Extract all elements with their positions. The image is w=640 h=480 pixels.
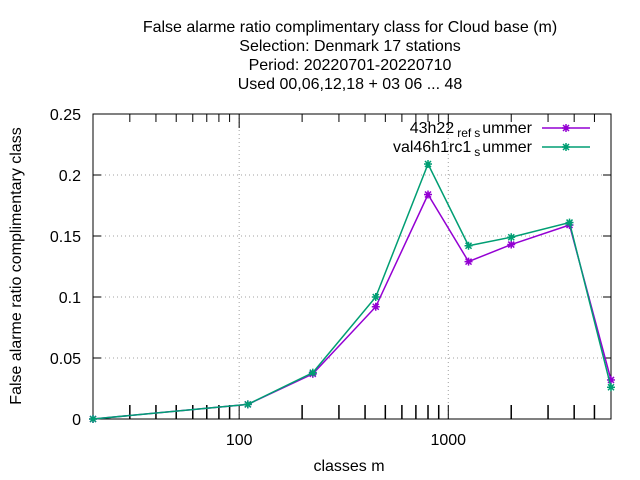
x-tick-label: 1000 xyxy=(430,432,466,449)
data-point xyxy=(371,293,380,301)
series-line xyxy=(92,162,612,420)
legend-label: 43h22 ref s ummer xyxy=(410,120,533,140)
data-point xyxy=(562,143,570,151)
data-point xyxy=(308,368,317,377)
title-line-3: Period: 20220701-20220710 xyxy=(248,57,452,74)
data-point xyxy=(464,257,473,266)
y-axis-label: False alarme ratio complimentary class xyxy=(8,127,25,404)
title-line-2: Selection: Denmark 17 stations xyxy=(239,38,461,55)
data-point xyxy=(607,383,615,392)
series-2 xyxy=(89,160,615,423)
y-tick-label: 0.05 xyxy=(50,351,81,368)
y-tick-label: 0.25 xyxy=(50,107,81,124)
data-point xyxy=(424,190,433,199)
title-line-1: False alarme ratio complimentary class f… xyxy=(142,19,558,36)
data-point xyxy=(507,240,516,249)
legend-key xyxy=(542,143,590,151)
data-point xyxy=(562,124,570,132)
legend-label: val46h1rc1 s ummer xyxy=(393,139,533,159)
data-point xyxy=(565,218,574,227)
legend-key xyxy=(542,124,590,132)
y-tick-label: 0.15 xyxy=(50,229,81,246)
plot-frame xyxy=(92,113,612,420)
grid-lines xyxy=(93,114,611,419)
data-point xyxy=(371,302,380,311)
y-tick-label: 0 xyxy=(72,412,81,429)
series-line xyxy=(92,192,612,420)
data-point xyxy=(464,241,473,250)
x-axis-label: classes m xyxy=(313,458,384,475)
axes: 0 0.05 0.1 0.15 0.2 0.25 100 1000 xyxy=(50,107,612,449)
x-tick-label: 100 xyxy=(226,432,253,449)
series-1 xyxy=(89,190,615,423)
data-point xyxy=(89,415,97,423)
y-tick-label: 0.2 xyxy=(59,168,81,185)
data-point xyxy=(243,400,252,409)
data-point xyxy=(424,160,433,169)
title-line-4: Used 00,06,12,18 + 03 06 ... 48 xyxy=(237,76,463,93)
y-tick-label: 0.1 xyxy=(59,290,81,307)
series-group xyxy=(89,160,615,423)
data-point xyxy=(507,233,516,242)
